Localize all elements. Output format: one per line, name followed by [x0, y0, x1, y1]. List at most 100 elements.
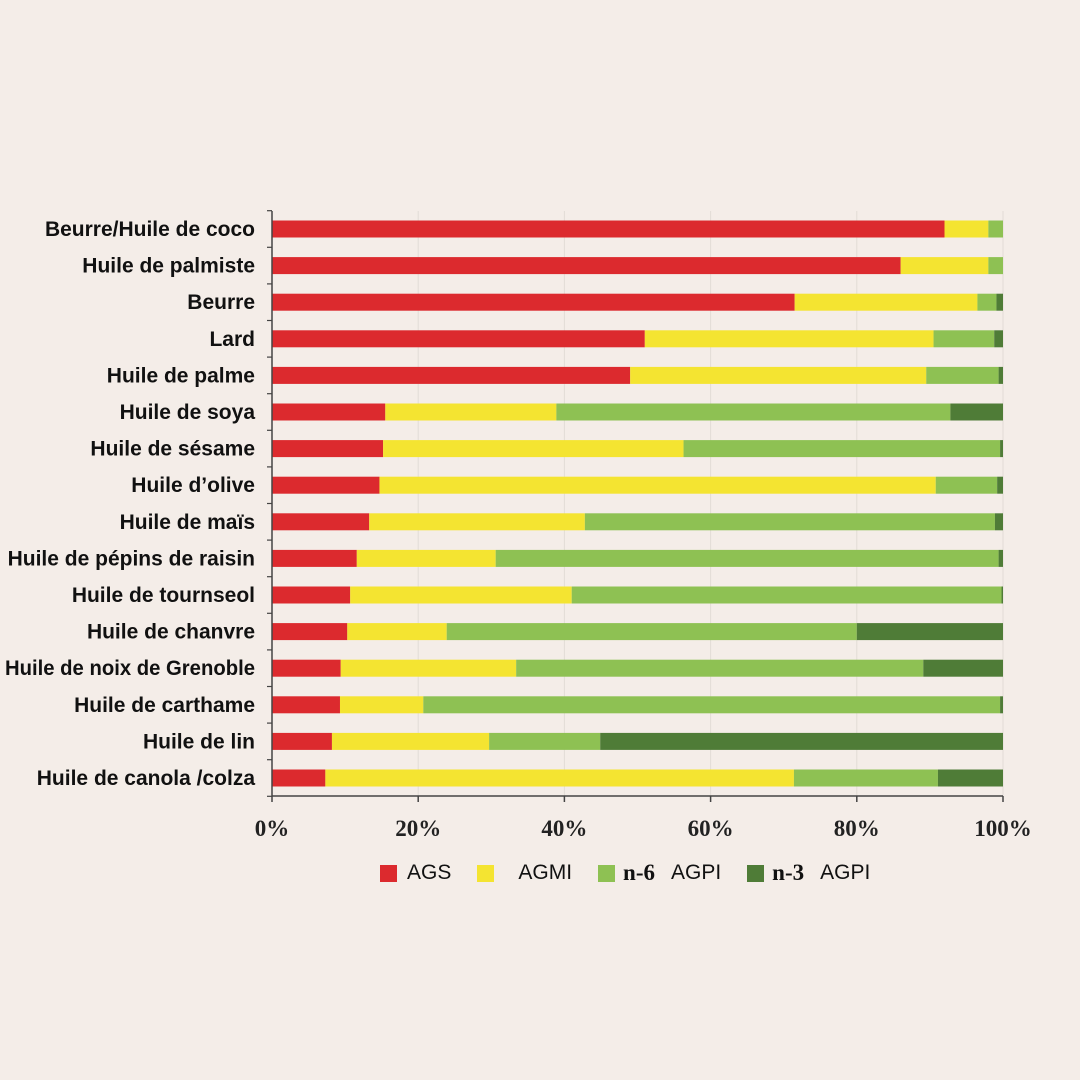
- bar-segment-n-3-agpi: [996, 293, 1003, 311]
- bar-segment-ags: [272, 366, 631, 384]
- bar-segment-agmi: [356, 549, 496, 567]
- category-label: Huile de canola /colza: [37, 767, 256, 790]
- category-label: Beurre: [187, 291, 255, 314]
- bar-segment-ags: [272, 696, 340, 714]
- bar-segment-agmi: [385, 403, 557, 421]
- category-label: Huile de maïs: [120, 511, 255, 534]
- category-label: Huile de sésame: [90, 438, 255, 461]
- bar-segment-ags: [272, 293, 795, 311]
- x-tick-label: 100%: [974, 816, 1032, 841]
- category-label: Lard: [209, 328, 255, 351]
- legend-label-n3-agpi: AGPI: [820, 861, 871, 884]
- legend-item-n6-agpi: n-6 AGPI: [598, 860, 721, 886]
- legend-swatch-n6: [598, 864, 616, 882]
- bar-segment-ags: [272, 257, 901, 275]
- bar-segment-n-3-agpi: [998, 366, 1003, 384]
- bar-segment-n-3-agpi: [994, 330, 1003, 348]
- bar-segment-agmi: [325, 769, 794, 787]
- legend-swatch-ags: [380, 864, 397, 882]
- bar-segment-ags: [272, 403, 386, 421]
- bar-segment-n-6-agpi: [683, 440, 1001, 458]
- category-label: Huile de carthame: [74, 694, 255, 717]
- axis-ticks: [267, 210, 1004, 802]
- legend-label-ags: AGS: [407, 861, 452, 884]
- bar-segment-agmi: [644, 330, 934, 348]
- bar-segment-ags: [272, 513, 370, 531]
- bar-segment-n-3-agpi: [1001, 586, 1003, 604]
- legend-item-agmi: AGMI: [477, 861, 572, 885]
- bar-segment-n-6-agpi: [977, 293, 997, 311]
- x-tick-labels: 0% 20% 40% 60% 80% 100%: [255, 816, 1032, 841]
- category-label: Huile de noix de Grenoble: [5, 657, 255, 680]
- category-label: Huile d’olive: [131, 474, 255, 497]
- bar-segment-n-6-agpi: [935, 476, 998, 494]
- bar-segment-n-6-agpi: [933, 330, 995, 348]
- category-label: Huile de lin: [143, 730, 255, 753]
- legend-item-ags: AGS: [380, 861, 451, 885]
- bar-segment-ags: [272, 476, 380, 494]
- legend-prefix-n3: n-3: [772, 860, 805, 885]
- bar-segment-n-6-agpi: [988, 257, 1003, 275]
- bar-segment-n-6-agpi: [793, 769, 938, 787]
- bar-segment-ags: [272, 586, 351, 604]
- bar-segment-n-3-agpi: [997, 476, 1003, 494]
- bar-segment-n-6-agpi: [423, 696, 1001, 714]
- bar-segment-n-3-agpi: [923, 659, 1003, 677]
- category-label: Beurre/Huile de coco: [45, 218, 255, 241]
- x-tick-label: 80%: [834, 816, 880, 841]
- bar-segment-n-6-agpi: [495, 549, 999, 567]
- bar-segment-agmi: [331, 732, 490, 750]
- bar-segment-ags: [272, 549, 357, 567]
- bar-segment-n-6-agpi: [571, 586, 1002, 604]
- category-labels: Beurre/Huile de coco Huile de palmiste Beu…: [5, 218, 255, 790]
- category-label: Huile de pépins de raisin: [8, 547, 255, 570]
- bar-segment-ags: [272, 220, 945, 238]
- bar-segment-n-6-agpi: [556, 403, 951, 421]
- bar-segment-n-6-agpi: [446, 623, 857, 641]
- bar-segment-ags: [272, 440, 384, 458]
- bar-segment-agmi: [944, 220, 989, 238]
- bar-segment-agmi: [379, 476, 936, 494]
- bar-segment-n-3-agpi: [856, 623, 1003, 641]
- bar-segment-n-3-agpi: [994, 513, 1003, 531]
- bar-segment-ags: [272, 659, 341, 677]
- x-tick-label: 40%: [541, 816, 587, 841]
- category-label: Huile de soya: [120, 401, 256, 424]
- x-tick-label: 60%: [688, 816, 734, 841]
- x-tick-label: 0%: [255, 816, 290, 841]
- x-tick-label: 20%: [395, 816, 441, 841]
- bar-segment-ags: [272, 732, 332, 750]
- category-label: Huile de tournseol: [72, 584, 255, 607]
- category-label: Huile de palmiste: [82, 255, 255, 278]
- bar-segment-n-3-agpi: [937, 769, 1003, 787]
- category-label: Huile de palme: [107, 364, 255, 387]
- bar-segment-agmi: [794, 293, 978, 311]
- bar-segment-n-6-agpi: [489, 732, 601, 750]
- legend-label-agmi: AGMI: [518, 861, 573, 884]
- bar-segment-n-6-agpi: [516, 659, 924, 677]
- bar-segment-n-3-agpi: [998, 549, 1003, 567]
- legend-label-n6-agpi: AGPI: [670, 861, 722, 884]
- bar-segment-agmi: [900, 257, 989, 275]
- bar-segment-ags: [272, 769, 326, 787]
- bar-segment-n-6-agpi: [988, 220, 1003, 238]
- bar-segment-ags: [272, 330, 645, 348]
- bar-segment-agmi: [383, 440, 684, 458]
- legend-item-n3-agpi: n-3 AGPI: [747, 860, 870, 886]
- legend-swatch-agmi: [477, 864, 495, 882]
- bar-segment-n-3-agpi: [600, 732, 1003, 750]
- bar-segment-n-3-agpi: [1000, 440, 1003, 458]
- bar-segment-n-3-agpi: [1000, 696, 1003, 714]
- bar-segment-agmi: [369, 513, 585, 531]
- legend: AGS AGMI n-6 AGPI n-3 AGPI: [380, 860, 896, 886]
- legend-prefix-n6: n-6: [623, 860, 655, 885]
- bar-segment-n-3-agpi: [950, 403, 1003, 421]
- bar-segment-agmi: [339, 696, 424, 714]
- bar-segment-agmi: [630, 366, 927, 384]
- bar-segment-agmi: [340, 659, 517, 677]
- legend-swatch-n3: [747, 864, 765, 882]
- bar-segment-n-6-agpi: [926, 366, 999, 384]
- bar-segment-agmi: [350, 586, 572, 604]
- category-label: Huile de chanvre: [87, 621, 255, 644]
